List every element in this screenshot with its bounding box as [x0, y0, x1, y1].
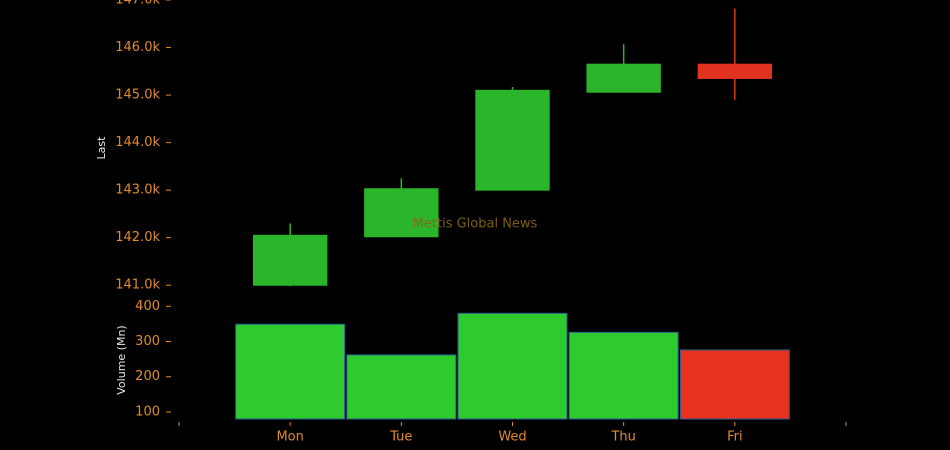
y-tick-label: 300: [135, 334, 160, 349]
y-tick-label: 200: [135, 369, 160, 384]
y-tick-label: 142.0k: [115, 230, 160, 245]
bar: [346, 354, 457, 420]
x-tick-label: Fri: [727, 430, 743, 445]
candle-body: [586, 63, 661, 93]
bar: [457, 312, 568, 420]
y-tick-label: 400: [135, 299, 160, 314]
bar: [568, 331, 679, 420]
y-tick-label: 100: [135, 404, 160, 419]
y-tick-label: 141.0k: [115, 278, 160, 293]
candle-body: [364, 188, 439, 238]
y-tick-label: 147.0k: [115, 0, 160, 8]
y-axis-label: Last: [95, 136, 108, 160]
x-tick-label: Mon: [276, 430, 303, 445]
candle-body: [252, 234, 328, 286]
bar: [235, 323, 346, 420]
candle-body: [697, 63, 773, 79]
y-tick-label: 144.0k: [115, 135, 160, 150]
x-tick-label: Wed: [498, 430, 526, 445]
x-tick-label: Thu: [610, 430, 635, 445]
x-tick-label: Tue: [389, 430, 412, 445]
bar: [679, 349, 790, 420]
candle-body: [475, 89, 550, 191]
watermark: Mettis Global News: [413, 217, 538, 232]
y-axis-label: Volume (Mn): [115, 325, 128, 394]
y-tick-label: 146.0k: [115, 40, 160, 55]
y-tick-label: 145.0k: [115, 88, 160, 103]
y-tick-label: 143.0k: [115, 183, 160, 198]
